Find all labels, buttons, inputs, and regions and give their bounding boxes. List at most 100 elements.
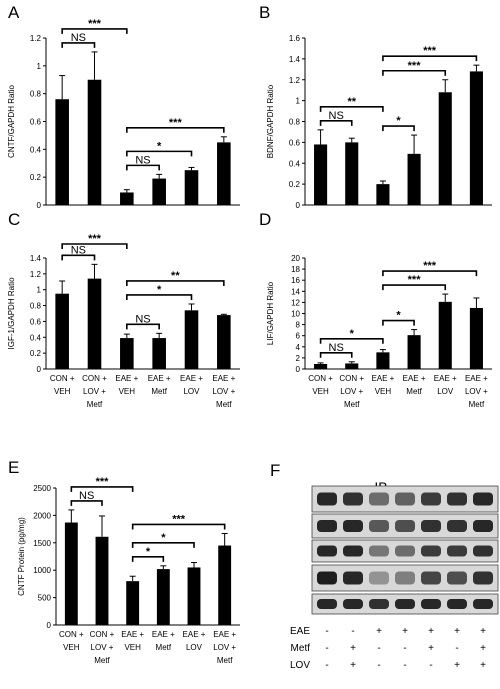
panel-letter: B	[259, 3, 270, 22]
bar	[218, 545, 232, 625]
bar	[64, 522, 78, 625]
western-blot-panel: F IB MBPPLPSMI-31SMI-32β-actin EAE--++++…	[270, 461, 499, 671]
significance-label: *	[161, 532, 166, 544]
x-tick-label: EAE +	[434, 374, 457, 383]
x-tick-label: EAE +	[213, 630, 236, 639]
blot-band	[447, 571, 467, 585]
x-tick-label: Metf	[469, 400, 485, 409]
significance-label: ***	[88, 18, 102, 30]
y-tick-label: 1500	[33, 539, 51, 548]
bar	[95, 536, 109, 625]
significance-label: *	[396, 310, 401, 322]
condition-mark: -	[325, 643, 328, 654]
condition-mark: +	[480, 626, 486, 637]
significance-bracket	[126, 280, 225, 286]
x-tick-label: CON +	[59, 630, 84, 639]
significance-bracket	[126, 164, 160, 171]
x-tick-label: EAE +	[465, 374, 488, 383]
y-tick-label: 20	[291, 254, 300, 263]
blot-band	[421, 571, 441, 585]
y-tick-label: 0.4	[30, 145, 42, 154]
condition-mark: +	[454, 660, 460, 671]
significance-bracket	[131, 556, 165, 562]
bar	[87, 278, 102, 369]
bar	[345, 363, 359, 369]
significance-label: NS	[135, 313, 150, 325]
x-tick-label: VEH	[312, 387, 329, 396]
y-tick-label: 0	[37, 365, 42, 374]
y-tick-label: 0.8	[289, 118, 301, 127]
bar	[217, 142, 231, 205]
blot-band	[473, 492, 493, 506]
y-axis-label: CNTF/GAPDH Ratio	[7, 85, 16, 158]
bar	[469, 71, 483, 206]
bar	[152, 338, 166, 369]
blot-band	[421, 599, 441, 609]
y-tick-label: 1.4	[289, 55, 301, 64]
x-tick-label: EAE +	[183, 630, 206, 639]
significance-bracket	[382, 270, 478, 277]
y-tick-label: 500	[38, 594, 52, 603]
blot-band	[395, 492, 415, 506]
y-axis-label: IGF-1/GAPDH Ratio	[7, 277, 16, 350]
x-tick-label: VEH	[63, 643, 80, 652]
blot-band	[369, 599, 389, 609]
significance-bracket	[131, 542, 195, 548]
blot-band	[395, 520, 415, 532]
condition-mark: -	[325, 626, 328, 637]
x-tick-label: LOV	[183, 387, 200, 396]
significance-bracket	[319, 120, 353, 126]
y-tick-label: 1	[37, 62, 42, 71]
y-tick-label: 1	[296, 97, 301, 106]
blot-band	[317, 520, 337, 532]
y-tick-label: 0.6	[30, 118, 42, 127]
blot-bands	[311, 485, 499, 615]
chart-panel-e: E 0 500 1000 1500 2000 2500 CNTF Protein (pg/mg…	[8, 458, 240, 665]
blot-band	[369, 545, 389, 557]
y-tick-label: 6	[296, 332, 301, 341]
x-tick-label: EAE +	[115, 374, 138, 383]
x-tick-label: LOV +	[465, 387, 488, 396]
y-tick-label: 1.2	[30, 34, 42, 43]
significance-bracket	[126, 150, 193, 157]
condition-mark: +	[428, 626, 434, 637]
significance-bracket	[61, 42, 96, 48]
x-tick-label: CON +	[90, 630, 115, 639]
significance-label: ***	[172, 513, 186, 525]
blot-band	[473, 545, 493, 557]
y-tick-label: 0.8	[30, 90, 42, 99]
y-tick-label: 14	[291, 287, 300, 296]
significance-bracket	[70, 500, 103, 506]
x-tick-label: Metf	[406, 387, 422, 396]
panel-letter: A	[8, 3, 20, 22]
y-tick-label: 1	[37, 286, 42, 295]
blot-band	[395, 545, 415, 557]
significance-label: NS	[71, 32, 86, 44]
blot-band	[317, 492, 337, 506]
significance-label: *	[146, 546, 151, 558]
condition-mark: -	[403, 643, 406, 654]
significance-label: NS	[329, 110, 344, 122]
x-tick-label: Metf	[344, 400, 360, 409]
x-tick-label: Metf	[151, 387, 167, 396]
significance-bracket	[131, 523, 226, 530]
bar	[376, 352, 390, 369]
bar	[126, 581, 140, 625]
x-tick-label: LOV +	[83, 387, 106, 396]
x-tick-label: EAE +	[403, 374, 426, 383]
significance-label: *	[157, 284, 162, 296]
blot-band	[473, 571, 493, 585]
chart-panel-c: C 0 0.2 0.4 0.6 0.8 1 1.2 1.4 IGF-1/GAPDH Ratio NS…	[7, 210, 240, 409]
blot-band	[343, 571, 363, 585]
x-tick-label: Metf	[217, 656, 233, 665]
significance-label: *	[157, 140, 162, 152]
x-tick-label: EAE +	[152, 630, 175, 639]
y-tick-label: 0	[37, 201, 42, 210]
blot-band	[317, 571, 337, 585]
significance-label: *	[350, 328, 355, 340]
y-tick-label: 2500	[33, 484, 51, 493]
y-axis-label: LIF/GAPDH Ratio	[266, 281, 275, 345]
blot-conditions: EAE - - + + + + + Metf - + - - + - + LOV - + - - - + +	[290, 626, 486, 671]
y-tick-label: 0.2	[30, 349, 42, 358]
